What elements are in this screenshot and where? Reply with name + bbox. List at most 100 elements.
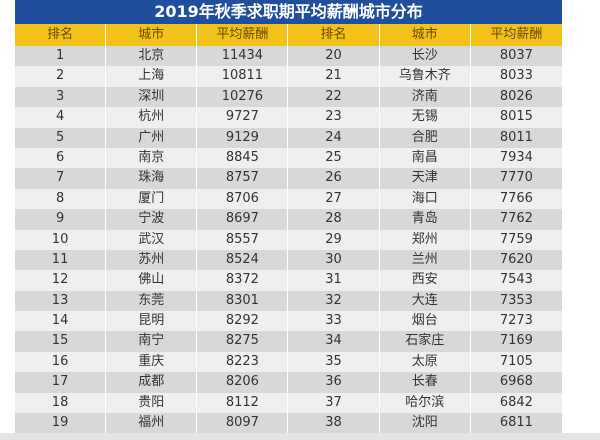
cell-city: 烟台 (380, 311, 471, 332)
cell-salary: 6968 (499, 374, 533, 390)
cell-rank: 31 (288, 270, 380, 291)
table-row: 17 成都 8206 36 长春 6968 (15, 372, 562, 393)
header-city: 城市 (380, 24, 471, 46)
table-row: 2 上海 10811 21 乌鲁木齐 8033 (15, 66, 562, 87)
table-row: 6 南京 8845 25 南昌 7934 (15, 147, 562, 169)
table-row: 15 南宁 8275 34 石家庄 7169 (15, 331, 562, 352)
cell-city: 郑州 (380, 229, 471, 250)
cell-city: 昆明 (106, 311, 198, 332)
cell-rank: 18 (15, 392, 107, 414)
cell-city: 南宁 (106, 331, 198, 352)
cell-rank: 28 (288, 209, 380, 230)
cell-city: 西安 (380, 270, 471, 291)
cell-rank: 13 (15, 290, 107, 312)
cell-salary: 8037 (499, 48, 533, 63)
cell-rank: 22 (288, 86, 380, 108)
cell-salary: 7759 (499, 231, 533, 247)
cell-city: 南京 (106, 147, 198, 169)
cell-city: 福州 (106, 413, 198, 434)
cell-city: 北京 (106, 46, 198, 67)
cell-city: 哈尔滨 (380, 392, 471, 414)
header-salary: 平均薪酬 (197, 24, 289, 46)
cell-salary: 8372 (197, 270, 289, 291)
cell-city: 沈阳 (380, 413, 471, 434)
cell-salary: 7105 (499, 353, 533, 369)
table-body: 1 北京 11434 20 长沙 8037 2 上海 10811 21 乌鲁木齐 8033 3 深圳 102… (15, 46, 562, 434)
cell-rank: 4 (15, 107, 107, 128)
cell-rank: 9 (15, 209, 107, 230)
cell-rank: 38 (288, 413, 380, 434)
cell-salary: 7543 (499, 272, 533, 288)
cell-city: 厦门 (106, 188, 198, 210)
cell-city: 无锡 (380, 107, 471, 128)
cell-salary: 8206 (197, 372, 289, 393)
cell-city: 深圳 (106, 86, 198, 108)
cell-salary: 8757 (197, 168, 289, 189)
cell-rank: 26 (288, 168, 380, 189)
cell-rank: 5 (15, 127, 107, 148)
cell-city: 兰州 (380, 249, 471, 271)
cell-city: 重庆 (106, 351, 198, 373)
cell-salary: 8015 (499, 109, 533, 125)
table-row: 11 苏州 8524 30 兰州 7620 (15, 249, 562, 271)
cell-salary: 8292 (197, 311, 289, 332)
cell-city: 太原 (380, 351, 471, 373)
header-city: 城市 (106, 24, 198, 46)
table-row: 14 昆明 8292 33 烟台 7273 (15, 311, 562, 332)
cell-salary: 11434 (197, 46, 289, 67)
cell-city: 武汉 (106, 229, 198, 250)
cell-city: 合肥 (380, 127, 471, 148)
cell-city: 珠海 (106, 168, 198, 189)
cell-salary: 6811 (499, 415, 533, 431)
cell-rank: 20 (288, 46, 380, 67)
cell-rank: 27 (288, 188, 380, 210)
cell-rank: 34 (288, 331, 380, 352)
table-row: 10 武汉 8557 29 郑州 7759 (15, 229, 562, 250)
cell-salary: 8706 (197, 188, 289, 210)
cell-city: 青岛 (380, 209, 471, 230)
cell-rank: 33 (288, 311, 380, 332)
cell-salary: 8301 (197, 290, 289, 312)
cell-rank: 3 (15, 86, 107, 108)
cell-city: 佛山 (106, 270, 198, 291)
cell-rank: 12 (15, 270, 107, 291)
table-row: 12 佛山 8372 31 西安 7543 (15, 270, 562, 291)
cell-rank: 17 (15, 372, 107, 393)
cell-rank: 1 (15, 46, 107, 67)
table-row: 1 北京 11434 20 长沙 8037 (15, 46, 562, 67)
cell-rank: 7 (15, 168, 107, 189)
cell-city: 上海 (106, 66, 198, 87)
cell-salary: 8033 (499, 68, 533, 84)
cell-rank: 11 (15, 249, 107, 271)
header-rank: 排名 (15, 24, 107, 46)
cell-rank: 24 (288, 127, 380, 148)
cell-city: 南昌 (380, 147, 471, 169)
table-row: 9 宁波 8697 28 青岛 7762 (15, 209, 562, 230)
cell-salary: 8112 (197, 392, 289, 414)
cell-salary: 8557 (197, 229, 289, 250)
cell-salary: 8011 (499, 129, 533, 145)
cell-rank: 15 (15, 331, 107, 352)
cell-city: 乌鲁木齐 (380, 66, 471, 87)
cell-rank: 23 (288, 107, 380, 128)
cell-rank: 19 (15, 413, 107, 434)
table-row: 13 东莞 8301 32 大连 7353 (15, 290, 562, 312)
cell-rank: 6 (15, 147, 107, 169)
cell-city: 长沙 (380, 46, 471, 67)
cell-salary: 8097 (197, 413, 289, 434)
cell-rank: 32 (288, 290, 380, 312)
cell-salary: 7766 (499, 190, 533, 206)
table-row: 5 广州 9129 24 合肥 8011 (15, 127, 562, 148)
cell-city: 长春 (380, 372, 471, 393)
cell-city: 成都 (106, 372, 198, 393)
cell-rank: 36 (288, 372, 380, 393)
cell-city: 广州 (106, 127, 198, 148)
salary-table: 2019年秋季求职期平均薪酬城市分布 排名 城市 平均薪酬 排名 城市 平均薪酬… (15, 0, 562, 434)
cell-salary: 7273 (499, 313, 533, 329)
cell-rank: 8 (15, 188, 107, 210)
cell-rank: 16 (15, 351, 107, 373)
cell-rank: 25 (288, 147, 380, 169)
cell-city: 贵阳 (106, 392, 198, 414)
cell-salary: 7353 (499, 292, 533, 308)
cell-salary: 10811 (197, 66, 289, 87)
